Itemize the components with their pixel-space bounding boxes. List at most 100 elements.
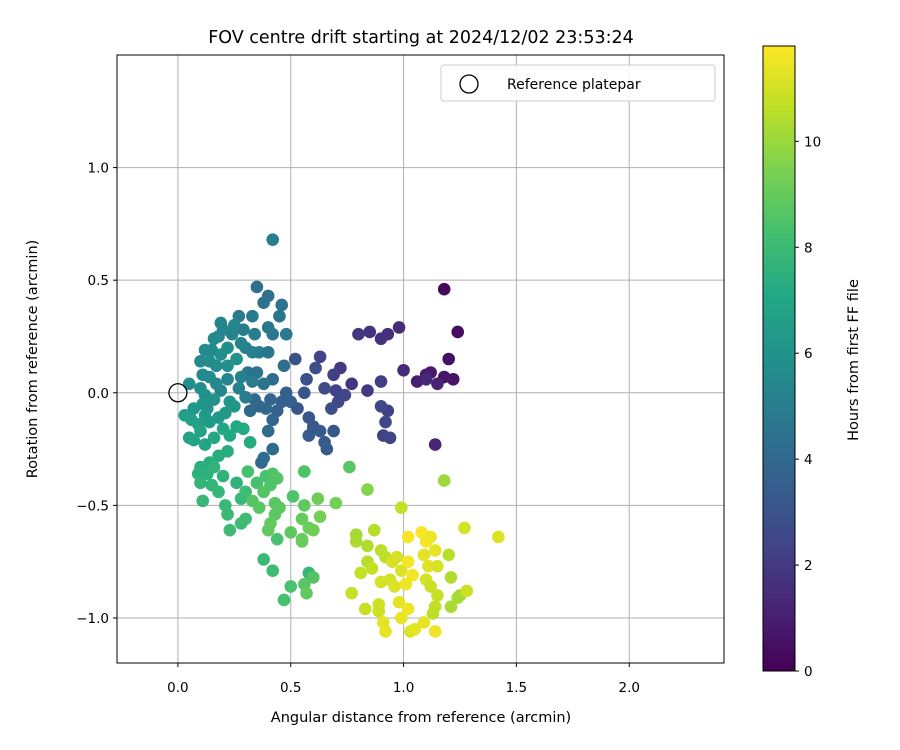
data-point	[279, 327, 293, 341]
y-axis: −1.0 −0.5 0.0 0.5 1.0	[76, 161, 117, 627]
y-axis-label: Rotation from reference (arcmin)	[25, 240, 41, 479]
data-point	[358, 602, 372, 616]
data-point	[228, 318, 241, 332]
data-point	[424, 580, 437, 593]
data-point	[395, 501, 408, 514]
data-point	[388, 580, 401, 593]
colorbar-label: Hours from first FF file	[846, 279, 862, 441]
y-tick-label: −0.5	[76, 498, 109, 514]
data-point	[363, 325, 377, 339]
data-points	[178, 233, 505, 638]
data-point	[198, 343, 212, 357]
data-point	[313, 350, 327, 364]
data-point	[295, 512, 309, 526]
data-point	[442, 352, 456, 366]
data-point	[458, 521, 471, 535]
data-point	[401, 602, 415, 616]
data-point	[401, 530, 415, 544]
colorbar-tick-label: 8	[804, 240, 813, 256]
data-point	[221, 341, 234, 355]
colorbar-tick-label: 10	[804, 134, 821, 150]
data-point	[257, 451, 270, 465]
data-point	[194, 354, 207, 368]
data-point	[266, 327, 279, 341]
data-point	[196, 368, 210, 382]
x-tick-label: 1.5	[506, 680, 527, 696]
legend-label: Reference platepar	[507, 77, 641, 93]
data-point	[234, 370, 248, 384]
data-point	[320, 442, 334, 456]
data-point	[234, 336, 248, 350]
data-point	[223, 523, 237, 537]
data-point	[374, 375, 388, 388]
data-point	[248, 327, 261, 341]
data-point	[300, 586, 313, 600]
data-point	[182, 377, 196, 391]
colorbar-tick-label: 0	[804, 664, 813, 680]
data-point	[221, 372, 234, 386]
data-point	[277, 593, 291, 607]
colorbar-ticks: 0 2 4 6 8 10	[795, 134, 821, 680]
data-point	[277, 359, 291, 373]
data-point	[354, 566, 368, 580]
data-point	[329, 496, 343, 510]
data-point	[266, 442, 279, 456]
chart-title: FOV centre drift starting at 2024/12/02 …	[208, 28, 634, 48]
x-tick-label: 0.5	[280, 680, 301, 696]
y-tick-label: 0.5	[88, 273, 109, 289]
data-point	[442, 548, 456, 562]
colorbar-tick-label: 6	[804, 346, 813, 362]
data-point	[257, 485, 270, 499]
data-point	[216, 469, 230, 483]
data-point	[444, 571, 458, 584]
data-point	[232, 381, 246, 395]
data-point	[311, 492, 325, 505]
data-point	[198, 438, 212, 451]
data-point	[349, 535, 363, 548]
data-point	[239, 485, 252, 499]
legend-box	[440, 64, 716, 102]
data-point	[237, 422, 250, 436]
data-point	[297, 465, 311, 478]
y-tick-label: 0.0	[88, 386, 109, 402]
data-point	[451, 325, 465, 339]
data-point	[428, 544, 442, 557]
data-point	[437, 474, 451, 487]
data-point	[284, 580, 298, 593]
data-point	[257, 377, 270, 391]
data-point	[207, 431, 221, 445]
data-point	[417, 548, 431, 562]
data-point	[365, 562, 379, 575]
data-point	[243, 436, 257, 449]
data-point	[406, 568, 419, 582]
data-point	[239, 512, 252, 526]
data-point	[300, 372, 313, 386]
data-point	[352, 327, 365, 341]
data-point	[288, 352, 302, 366]
y-tick-label: −1.0	[76, 611, 109, 627]
data-point	[266, 413, 279, 427]
data-point	[198, 408, 212, 422]
data-point	[361, 539, 374, 553]
data-point	[431, 559, 444, 573]
data-point	[209, 359, 223, 373]
legend-open-circle-icon	[459, 74, 479, 94]
data-point	[361, 384, 374, 397]
data-point	[230, 476, 243, 490]
reference-platepar-marker	[168, 383, 188, 403]
data-point	[460, 584, 474, 598]
data-point	[239, 390, 252, 404]
data-point	[401, 555, 415, 568]
y-tick-label: 1.0	[88, 161, 109, 177]
data-point	[212, 449, 225, 463]
data-point	[431, 589, 444, 602]
data-point	[431, 377, 444, 391]
data-point	[250, 280, 264, 294]
data-point	[223, 429, 237, 442]
data-point	[313, 510, 327, 523]
data-point	[286, 490, 300, 503]
data-point	[297, 499, 311, 512]
x-axis-label: Angular distance from reference (arcmin)	[271, 710, 571, 726]
data-point	[492, 530, 505, 544]
